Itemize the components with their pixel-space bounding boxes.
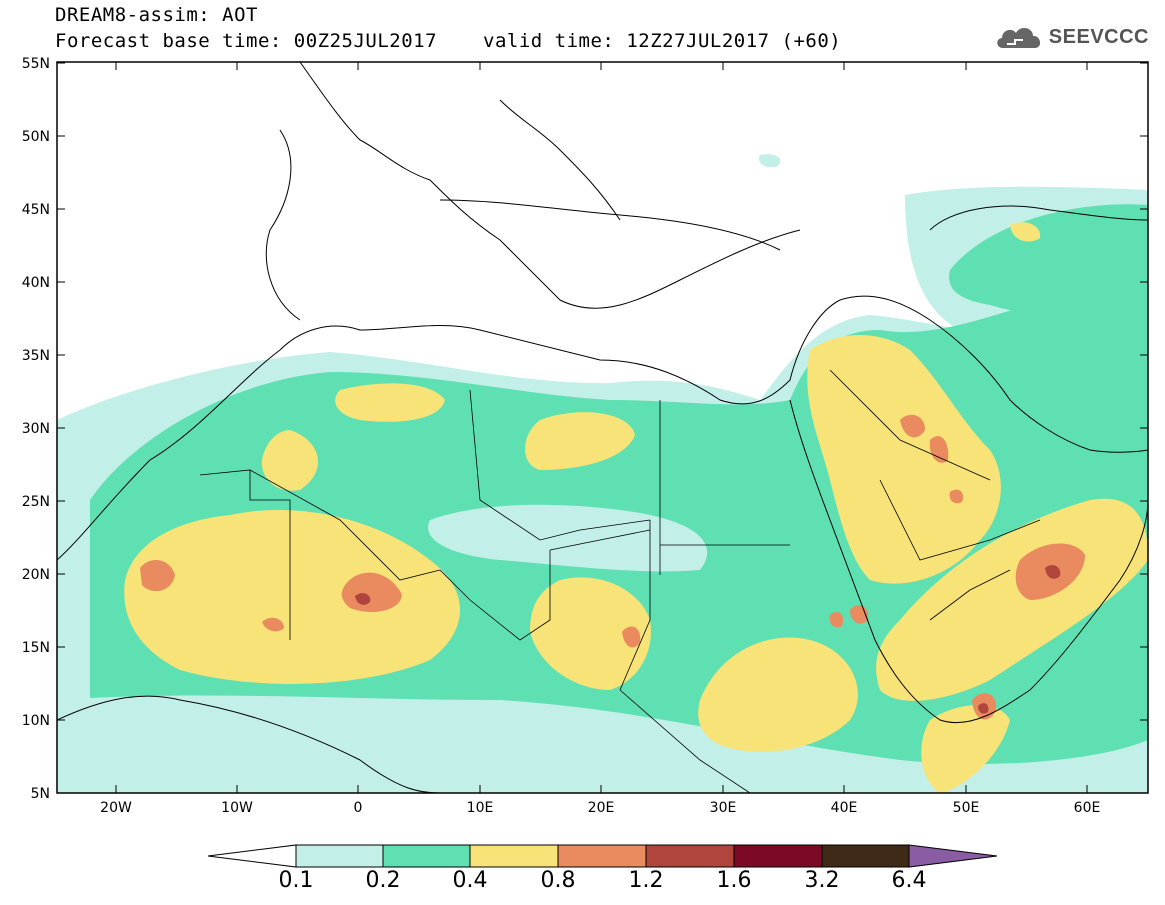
svg-text:10E: 10E (467, 800, 494, 816)
legend-label-1.2: 1.2 (628, 868, 664, 893)
svg-text:50E: 50E (953, 800, 980, 816)
aot-0.4-mauritania-north (261, 430, 319, 491)
legend-swatch-0.8 (557, 844, 647, 868)
aot-0.8-kuwait-spot (949, 489, 964, 504)
aot-0.2-patch-kazakh (949, 204, 1148, 316)
aot-0.8-mauritania (140, 559, 175, 592)
svg-text:30N: 30N (22, 421, 50, 437)
svg-text:35N: 35N (22, 348, 50, 364)
aot-0.4-east-africa (698, 637, 858, 752)
latitude-axis: 55N 50N 45N 40N 35N 30N 25N 20N 15N 10N … (22, 56, 1148, 802)
legend-label-3.2: 3.2 (804, 868, 840, 893)
aot-0.4-west-sahel (124, 510, 460, 684)
aot-0.4-somalia (921, 705, 1010, 793)
svg-text:40E: 40E (831, 800, 858, 816)
coastlines (57, 62, 1148, 793)
aot-0.4-kazakh-spot (1010, 222, 1041, 242)
lon-tick-20e: 20E (588, 62, 615, 816)
svg-text:40N: 40N (22, 275, 50, 291)
lat-tick-35n: 35N (22, 348, 1148, 364)
svg-text:20W: 20W (100, 800, 132, 816)
svg-text:60E: 60E (1074, 800, 1101, 816)
svg-text:55N: 55N (22, 56, 50, 72)
lon-tick-50e: 50E (953, 62, 980, 816)
svg-text:0: 0 (354, 800, 363, 816)
aot-1.2-oman (1045, 565, 1061, 579)
svg-text:45N: 45N (22, 202, 50, 218)
aot-0.8-iraq (900, 414, 925, 438)
time-info: Forecast base time: 00Z25JUL2017 valid ti… (55, 30, 841, 52)
lat-tick-45n: 45N (22, 202, 1148, 218)
lat-tick-55n: 55N (22, 56, 1148, 72)
chart-title: DREAM8-assim: AOT (55, 4, 258, 26)
aot-0.4-libya (525, 412, 635, 470)
lat-tick-20n: 20N (22, 567, 1148, 583)
legend-label-0.4: 0.4 (452, 868, 488, 893)
legend-label-1.6: 1.6 (716, 868, 752, 893)
lon-tick-30e: 30E (710, 62, 737, 816)
lon-tick-40e: 40E (831, 62, 858, 816)
aot-1.2-somalia (978, 703, 989, 714)
logo-text: SEEVCCC (1048, 25, 1149, 48)
lat-tick-15n: 15N (22, 640, 1148, 656)
colorbar-legend (207, 844, 998, 868)
seevccc-logo: SEEVCCC (993, 22, 1149, 52)
lat-tick-10n: 10N (22, 713, 1148, 729)
lat-tick-40n: 40N (22, 275, 1148, 291)
valid-time: valid time: 12Z27JUL2017 (+60) (483, 30, 842, 52)
legend-label-0.8: 0.8 (540, 868, 576, 893)
lat-tick-30n: 30N (22, 421, 1148, 437)
legend-label-0.1: 0.1 (278, 868, 314, 893)
legend-swatch-0.2 (382, 844, 471, 868)
aot-0.8-mali (341, 572, 402, 612)
aot-0.8-gulf (929, 436, 949, 463)
aot-0.1-south-band (57, 695, 1148, 793)
country-borders (199, 369, 1041, 793)
lat-tick-50n: 50N (22, 129, 1148, 145)
lon-tick-20w: 20W (100, 62, 132, 816)
svg-text:20E: 20E (588, 800, 615, 816)
legend-swatch-0.4 (469, 844, 559, 868)
legend-swatch-3.2 (821, 844, 910, 868)
legend-swatch-over (908, 844, 998, 868)
aot-0.4-oman-yemen (876, 498, 1148, 701)
longitude-axis: 20W 10W 0 10E 20E 30E 40E 50E 60E (100, 62, 1100, 816)
lon-tick-60e: 60E (1074, 62, 1101, 816)
svg-text:25N: 25N (22, 494, 50, 510)
lon-tick-10w: 10W (221, 62, 253, 816)
svg-text:10W: 10W (221, 800, 253, 816)
aot-0.4-chad-sudan (530, 577, 651, 690)
aot-0.8-red-sea-2 (829, 612, 844, 628)
aot-0.4-algeria (335, 383, 445, 422)
lat-tick-5n: 5N (31, 786, 50, 802)
legend-swatch-1.2 (645, 844, 735, 868)
aot-0.8-mali-south (262, 617, 284, 632)
legend-label-6.4: 6.4 (891, 868, 927, 893)
aot-0.1-patch-black-sea (758, 154, 781, 168)
lat-tick-25n: 25N (22, 494, 1148, 510)
svg-text:20N: 20N (22, 567, 50, 583)
aot-field (57, 154, 1148, 793)
aot-1.2-mali (355, 593, 371, 605)
svg-text:5N: 5N (31, 786, 50, 802)
legend-swatch-0.1 (295, 844, 384, 868)
aot-0.8-sudan (622, 626, 641, 648)
legend-swatch-under (207, 844, 297, 868)
legend-label-0.2: 0.2 (365, 868, 401, 893)
lon-tick-0: 0 (354, 62, 363, 816)
svg-text:50N: 50N (22, 129, 50, 145)
lon-tick-10e: 10E (467, 62, 494, 816)
forecast-base-time: Forecast base time: 00Z25JUL2017 (55, 30, 438, 52)
svg-text:15N: 15N (22, 640, 50, 656)
aot-0.4-arabia (807, 335, 1001, 584)
svg-text:30E: 30E (710, 800, 737, 816)
cloud-icon (997, 27, 1040, 48)
svg-text:10N: 10N (22, 713, 50, 729)
legend-swatch-1.6 (733, 844, 823, 868)
